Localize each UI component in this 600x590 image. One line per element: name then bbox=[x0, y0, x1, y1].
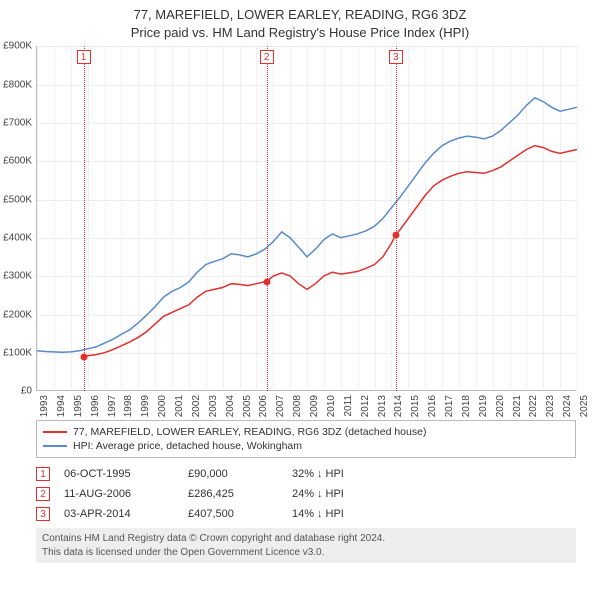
x-tick-label: 2004 bbox=[225, 395, 236, 417]
x-tick-label: 1994 bbox=[56, 395, 67, 417]
gridline-vertical bbox=[577, 46, 578, 391]
x-tick-label: 2014 bbox=[393, 395, 404, 417]
sale-row-diff: 24%↓HPI bbox=[292, 488, 344, 500]
series-line-price_paid bbox=[84, 146, 577, 357]
chart-area: £0£100K£200K£300K£400K£500K£600K£700K£80… bbox=[36, 46, 596, 416]
sale-row-price: £90,000 bbox=[188, 468, 278, 480]
sale-row-diff: 32%↓HPI bbox=[292, 468, 344, 480]
legend-item: 77, MAREFIELD, LOWER EARLEY, READING, RG… bbox=[43, 425, 569, 439]
legend-swatch bbox=[43, 431, 67, 433]
x-tick-label: 2018 bbox=[461, 395, 472, 417]
x-tick-label: 2006 bbox=[258, 395, 269, 417]
y-axis-labels: £0£100K£200K£300K£400K£500K£600K£700K£80… bbox=[0, 46, 34, 391]
x-tick-label: 2023 bbox=[545, 395, 556, 417]
sale-row-marker: 2 bbox=[36, 487, 50, 501]
x-tick-label: 2000 bbox=[157, 395, 168, 417]
sales-table: 1 06-OCT-1995 £90,000 32%↓HPI 2 11-AUG-2006 £2… bbox=[36, 464, 576, 524]
y-tick-label: £0 bbox=[0, 386, 32, 397]
legend: 77, MAREFIELD, LOWER EARLEY, READING, RG… bbox=[36, 420, 576, 458]
footer-attribution: Contains HM Land Registry data © Crown c… bbox=[36, 528, 576, 563]
sale-marker-box: 2 bbox=[260, 50, 274, 64]
x-tick-label: 2024 bbox=[562, 395, 573, 417]
x-tick-label: 2010 bbox=[326, 395, 337, 417]
legend-label: 77, MAREFIELD, LOWER EARLEY, READING, RG… bbox=[73, 426, 426, 438]
x-tick-label: 2007 bbox=[275, 395, 286, 417]
sale-marker-box: 1 bbox=[77, 50, 91, 64]
sale-marker-vline bbox=[396, 46, 397, 391]
sale-row-date: 06-OCT-1995 bbox=[64, 468, 174, 480]
x-tick-label: 1998 bbox=[123, 395, 134, 417]
legend-item: HPI: Average price, detached house, Woki… bbox=[43, 439, 569, 453]
sale-row-marker: 3 bbox=[36, 507, 50, 521]
sale-row-price: £407,500 bbox=[188, 508, 278, 520]
y-tick-label: £900K bbox=[0, 41, 32, 52]
x-tick-label: 1999 bbox=[140, 395, 151, 417]
arrow-down-icon: ↓ bbox=[317, 468, 323, 480]
sale-marker-vline bbox=[84, 46, 85, 391]
x-tick-label: 2005 bbox=[242, 395, 253, 417]
x-tick-label: 2011 bbox=[343, 395, 354, 417]
legend-swatch bbox=[43, 445, 67, 447]
x-tick-label: 1996 bbox=[90, 395, 101, 417]
x-tick-label: 2008 bbox=[292, 395, 303, 417]
sale-row-marker: 1 bbox=[36, 467, 50, 481]
sale-marker-vline bbox=[267, 46, 268, 391]
y-tick-label: £500K bbox=[0, 194, 32, 205]
page-root: 77, MAREFIELD, LOWER EARLEY, READING, RG… bbox=[0, 0, 600, 590]
x-tick-label: 2012 bbox=[360, 395, 371, 417]
arrow-down-icon: ↓ bbox=[317, 488, 323, 500]
arrow-down-icon: ↓ bbox=[317, 508, 323, 520]
footer-line-2: This data is licensed under the Open Gov… bbox=[42, 546, 570, 560]
sale-row-date: 11-AUG-2006 bbox=[64, 488, 174, 500]
sale-marker-box: 3 bbox=[389, 50, 403, 64]
y-tick-label: £100K bbox=[0, 348, 32, 359]
x-tick-label: 2016 bbox=[427, 395, 438, 417]
x-tick-label: 2017 bbox=[444, 395, 455, 417]
sale-row: 3 03-APR-2014 £407,500 14%↓HPI bbox=[36, 504, 576, 524]
x-tick-label: 2009 bbox=[309, 395, 320, 417]
x-tick-label: 2020 bbox=[495, 395, 506, 417]
title-block: 77, MAREFIELD, LOWER EARLEY, READING, RG… bbox=[0, 0, 600, 46]
sale-row: 1 06-OCT-1995 £90,000 32%↓HPI bbox=[36, 464, 576, 484]
x-tick-label: 2003 bbox=[208, 395, 219, 417]
y-tick-label: £700K bbox=[0, 118, 32, 129]
sale-marker-dot bbox=[392, 232, 399, 239]
title-line-1: 77, MAREFIELD, LOWER EARLEY, READING, RG… bbox=[0, 6, 600, 24]
x-axis-labels: 1993 1994 1995 1996 1997 1998 1999 2000 2001 2002… bbox=[36, 391, 576, 416]
sale-row-price: £286,425 bbox=[188, 488, 278, 500]
line-layer bbox=[37, 46, 577, 391]
y-tick-label: £800K bbox=[0, 79, 32, 90]
x-tick-label: 2019 bbox=[478, 395, 489, 417]
legend-label: HPI: Average price, detached house, Woki… bbox=[73, 440, 302, 452]
y-tick-label: £400K bbox=[0, 233, 32, 244]
x-tick-label: 2015 bbox=[410, 395, 421, 417]
title-line-2: Price paid vs. HM Land Registry's House … bbox=[0, 24, 600, 42]
sale-row-date: 03-APR-2014 bbox=[64, 508, 174, 520]
x-tick-label: 1993 bbox=[39, 395, 50, 417]
x-tick-label: 2022 bbox=[528, 395, 539, 417]
x-tick-label: 2025 bbox=[579, 395, 590, 417]
y-tick-label: £600K bbox=[0, 156, 32, 167]
x-tick-label: 2002 bbox=[191, 395, 202, 417]
plot-region: 1 2 3 bbox=[36, 46, 576, 391]
sale-row-diff: 14%↓HPI bbox=[292, 508, 344, 520]
sale-row: 2 11-AUG-2006 £286,425 24%↓HPI bbox=[36, 484, 576, 504]
sale-marker-dot bbox=[80, 353, 87, 360]
y-tick-label: £200K bbox=[0, 309, 32, 320]
series-line-hpi bbox=[37, 98, 577, 352]
x-tick-label: 2021 bbox=[512, 395, 523, 417]
x-tick-label: 1995 bbox=[73, 395, 84, 417]
y-tick-label: £300K bbox=[0, 271, 32, 282]
sale-marker-dot bbox=[263, 278, 270, 285]
footer-line-1: Contains HM Land Registry data © Crown c… bbox=[42, 532, 570, 546]
x-tick-label: 1997 bbox=[107, 395, 118, 417]
x-tick-label: 2013 bbox=[377, 395, 388, 417]
x-tick-label: 2001 bbox=[174, 395, 185, 417]
